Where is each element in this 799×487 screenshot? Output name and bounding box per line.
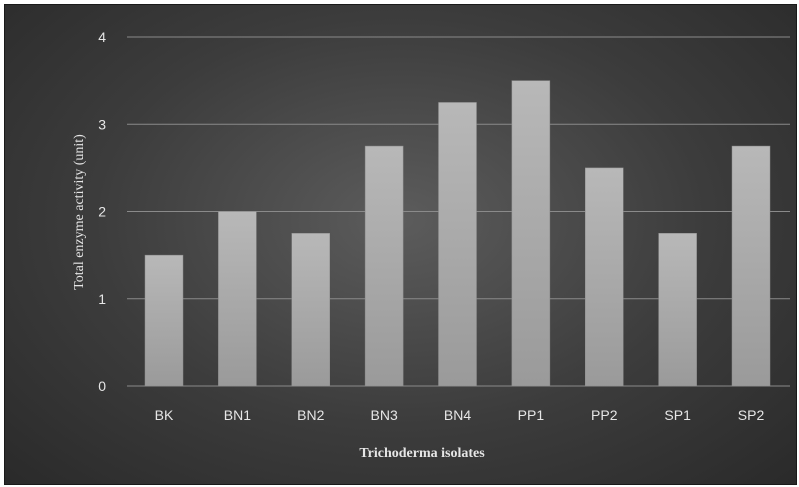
x-tick-label: BN1: [224, 407, 251, 423]
bar-bk: [144, 254, 184, 387]
y-tick-label: 2: [98, 204, 106, 220]
x-tick-label: BN3: [371, 407, 398, 423]
y-tick-labels: 0 1 2 3 4: [98, 29, 106, 394]
x-axis-label: Trichoderma isolates: [359, 446, 485, 461]
bar-sp2: [731, 145, 771, 387]
x-tick-label: BK: [155, 407, 174, 423]
y-tick-label: 0: [98, 378, 106, 394]
bar-bn3: [364, 145, 404, 387]
bar-pp1: [511, 80, 551, 387]
x-tick-label: PP2: [591, 407, 618, 423]
y-tick-label: 3: [98, 116, 106, 132]
y-tick-label: 4: [98, 29, 106, 45]
bar-bn1: [218, 211, 257, 387]
bar-bn2: [291, 233, 330, 387]
bars: [144, 80, 771, 387]
x-tick-labels: BK BN1 BN2 BN3 BN4 PP1 PP2 SP1 SP2: [155, 407, 765, 423]
y-axis-label: Total enzyme activity (unit): [72, 134, 87, 290]
bar-bn4: [438, 102, 477, 387]
x-tick-label: PP1: [518, 407, 545, 423]
y-tick-label: 1: [98, 291, 106, 307]
x-tick-label: SP2: [738, 407, 765, 423]
x-tick-label: SP1: [664, 407, 691, 423]
bar-sp1: [658, 233, 697, 387]
x-tick-label: BN2: [297, 407, 324, 423]
bar-pp2: [585, 167, 624, 387]
x-tick-label: BN4: [444, 407, 471, 423]
